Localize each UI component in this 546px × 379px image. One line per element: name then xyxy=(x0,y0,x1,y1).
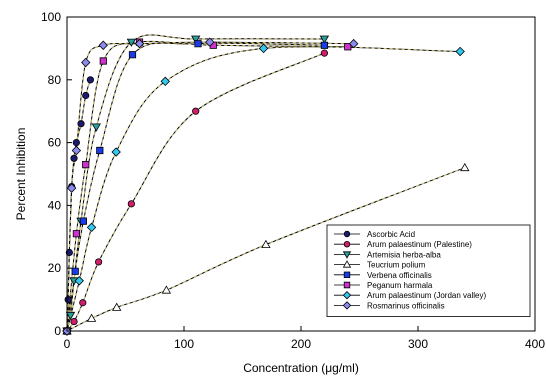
y-tick-label: 80 xyxy=(48,73,62,87)
point-teucrium-polium xyxy=(161,285,172,294)
point-ascorbic-acid xyxy=(70,154,78,162)
legend-marker-arum-palaestinum-palestine xyxy=(343,240,351,248)
curve-highlight-rosmarinus-officinalis xyxy=(66,41,354,332)
curve-artemisia-herba-alba xyxy=(66,34,325,332)
point-rosmarinus-officinalis xyxy=(134,38,145,49)
legend-label-verbena-officinalis: Verbena officinalis xyxy=(367,271,432,280)
point-teucrium-polium xyxy=(460,162,470,172)
point-peganum-harmala xyxy=(99,57,107,65)
point-rosmarinus-officinalis xyxy=(205,37,215,47)
legend-label-arum-palaestinum-jordan-valley: Arum palaestinum (Jordan valley) xyxy=(367,291,486,300)
point-arum-palaestinum-palestine xyxy=(94,258,103,266)
legend-marker-verbena-officinalis xyxy=(343,271,351,279)
y-tick-label: 60 xyxy=(48,136,62,150)
point-rosmarinus-officinalis xyxy=(81,57,91,68)
curve-highlight-verbena-officinalis xyxy=(66,42,325,332)
curve-rosmarinus-officinalis xyxy=(66,41,354,332)
x-tick-label: 200 xyxy=(291,337,311,351)
legend-box xyxy=(326,224,531,317)
curve-verbena-officinalis xyxy=(66,42,325,332)
point-peganum-harmala xyxy=(344,43,352,51)
legend-marker-peganum-harmala xyxy=(343,281,351,289)
point-arum-palaestinum-palestine xyxy=(127,200,135,208)
point-arum-palaestinum-jordan-valley xyxy=(111,147,121,157)
point-ascorbic-acid xyxy=(82,91,90,100)
point-arum-palaestinum-jordan-valley xyxy=(160,76,170,87)
point-arum-palaestinum-jordan-valley xyxy=(74,276,84,286)
y-tick-label: 100 xyxy=(41,10,61,24)
legend-label-arum-palaestinum-palestine: Arum palaestinum (Palestine) xyxy=(367,240,472,249)
point-verbena-officinalis xyxy=(194,40,202,48)
point-artemisia-herba-alba xyxy=(65,311,76,321)
point-arum-palaestinum-palestine xyxy=(320,49,328,57)
legend-label-peganum-harmala: Peganum harmala xyxy=(367,281,433,290)
point-rosmarinus-officinalis xyxy=(98,40,108,50)
point-artemisia-herba-alba xyxy=(91,123,101,132)
point-teucrium-polium xyxy=(261,239,271,249)
point-peganum-harmala xyxy=(82,160,90,169)
legend-label-teucrium-polium: Teucrium polium xyxy=(367,261,426,270)
legend-marker-rosmarinus-officinalis xyxy=(342,301,352,310)
x-tick-label: 400 xyxy=(525,337,545,351)
point-arum-palaestinum-jordan-valley xyxy=(258,43,269,54)
point-artemisia-herba-alba xyxy=(126,38,137,47)
point-arum-palaestinum-jordan-valley xyxy=(455,46,465,57)
x-tick-label: 0 xyxy=(64,337,71,351)
legend-marker-arum-palaestinum-jordan-valley xyxy=(342,291,352,300)
x-tick-label: 100 xyxy=(174,337,194,351)
legend-marker-teucrium-polium xyxy=(342,260,352,268)
point-ascorbic-acid xyxy=(77,120,85,128)
point-rosmarinus-officinalis xyxy=(71,145,82,156)
point-teucrium-polium xyxy=(86,313,97,322)
point-verbena-officinalis xyxy=(71,267,79,275)
point-arum-palaestinum-palestine xyxy=(70,317,78,326)
point-verbena-officinalis xyxy=(128,51,137,59)
point-ascorbic-acid xyxy=(86,76,95,84)
x-axis-label: Concentration (μg/ml) xyxy=(243,361,359,375)
legend-label-ascorbic-acid: Ascorbic Acid xyxy=(367,230,415,239)
y-tick-label: 0 xyxy=(54,324,61,338)
point-arum-palaestinum-jordan-valley xyxy=(86,222,97,233)
y-axis-label: Percent Inhibition xyxy=(14,128,28,221)
point-ascorbic-acid xyxy=(64,295,72,304)
point-verbena-officinalis xyxy=(96,146,104,155)
point-rosmarinus-officinalis xyxy=(66,183,77,193)
curve-highlight-artemisia-herba-alba xyxy=(66,34,325,332)
point-artemisia-herba-alba xyxy=(191,35,201,44)
axis-ticks: 0 100 200 300 400 0 20 40 60 80 100 xyxy=(41,10,545,351)
point-teucrium-polium xyxy=(112,302,122,311)
point-verbena-officinalis xyxy=(79,217,87,225)
point-rosmarinus-officinalis xyxy=(348,38,359,49)
point-peganum-harmala xyxy=(72,230,80,238)
point-artemisia-herba-alba xyxy=(319,35,330,44)
point-arum-palaestinum-palestine xyxy=(79,299,87,307)
point-ascorbic-acid xyxy=(65,248,73,257)
point-verbena-officinalis xyxy=(320,41,329,49)
point-ascorbic-acid xyxy=(72,139,80,147)
legend-marker-artemisia-herba-alba xyxy=(342,251,352,259)
legend-label-artemisia-herba-alba: Artemisia herba-alba xyxy=(367,250,441,259)
legend-marker-ascorbic-acid xyxy=(343,230,351,238)
curve-highlight-arum-palaestinum-jordan-valley xyxy=(66,46,461,332)
y-tick-label: 40 xyxy=(48,198,62,212)
x-tick-label: 300 xyxy=(408,337,428,351)
y-tick-label: 20 xyxy=(48,261,62,275)
point-arum-palaestinum-palestine xyxy=(192,107,200,115)
legend-label-rosmarinus-officinalis: Rosmarinus officinalis xyxy=(367,301,445,310)
